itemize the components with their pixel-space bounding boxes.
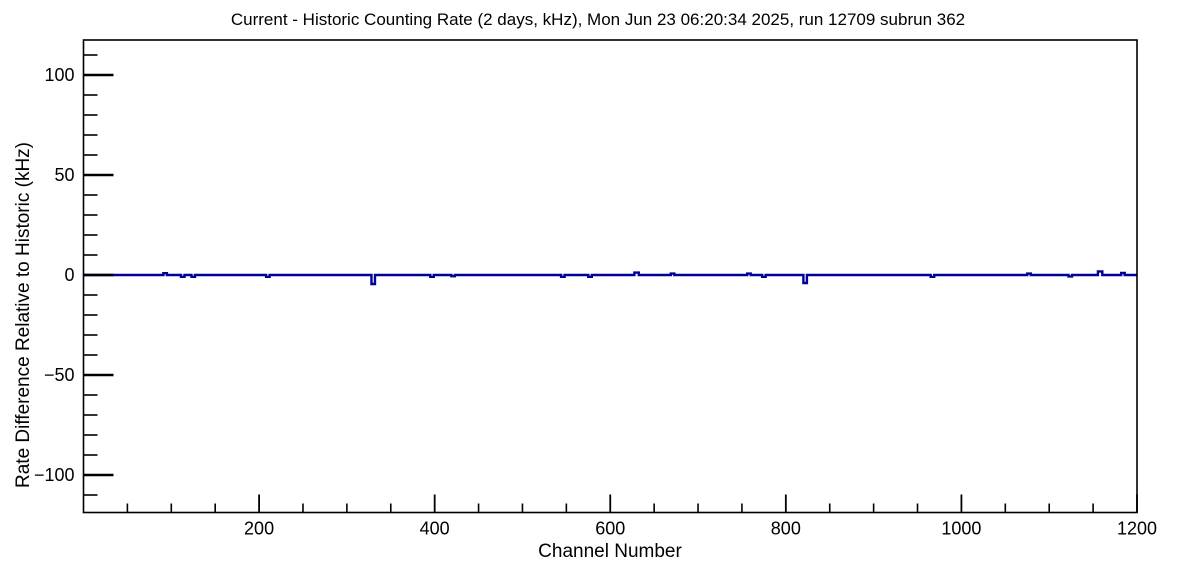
y-axis-tick-labels: −100 −50 0 50 100: [34, 65, 75, 485]
y-tick-label-50: 50: [54, 165, 74, 185]
x-tick-label-200: 200: [244, 519, 274, 539]
x-tick-label-1000: 1000: [941, 519, 981, 539]
data-series-line: [83, 270, 1137, 286]
y-tick-label--50: −50: [44, 365, 75, 385]
x-axis-tick-labels: 200 400 600 800 1000 1200: [244, 519, 1157, 539]
y-axis-title-text: Rate Difference Relative to Historic (kH…: [13, 142, 34, 488]
plot-frame: [82, 39, 1138, 514]
x-tick-label-800: 800: [771, 519, 801, 539]
x-axis-ticks: [126, 494, 1138, 513]
y-axis-ticks: [83, 54, 114, 496]
y-tick-label-100: 100: [44, 65, 74, 85]
x-tick-label-400: 400: [420, 519, 450, 539]
x-axis-title: Channel Number: [538, 541, 682, 562]
chart-title: Current - Historic Counting Rate (2 days…: [230, 10, 966, 29]
y-tick-label-0: 0: [64, 265, 74, 285]
y-tick-label--100: −100: [34, 465, 75, 485]
x-tick-label-600: 600: [595, 519, 625, 539]
x-tick-label-1200: 1200: [1117, 519, 1157, 539]
